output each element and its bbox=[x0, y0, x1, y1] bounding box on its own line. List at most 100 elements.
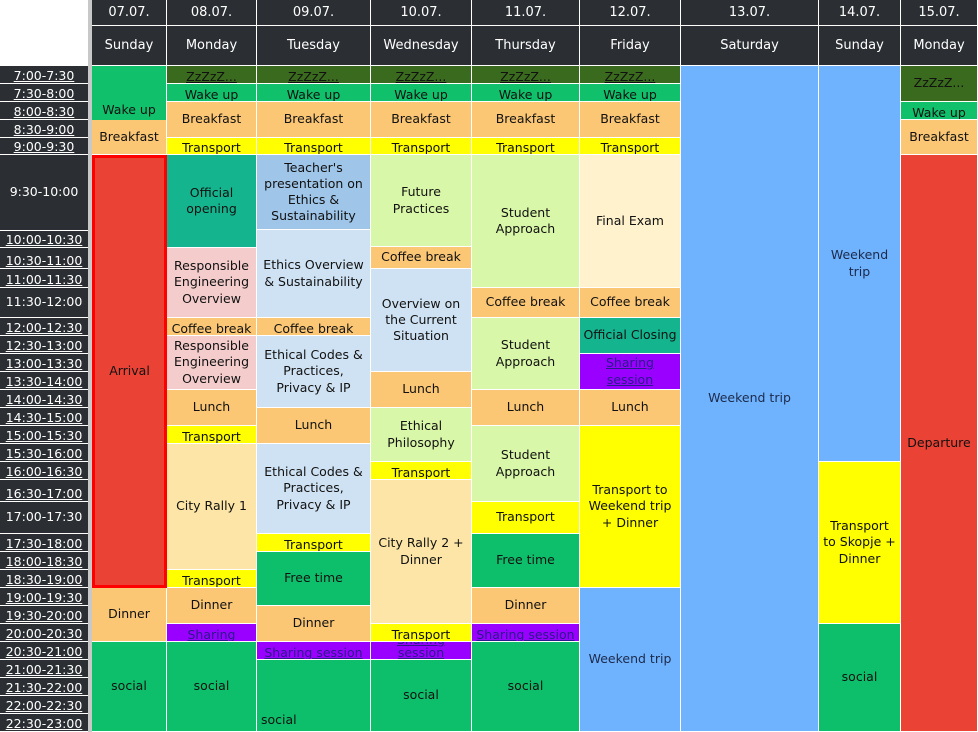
event-block[interactable]: Transport bbox=[371, 138, 472, 155]
time-slot-label: 22:30-23:00 bbox=[0, 714, 88, 732]
event-block[interactable]: Breakfast bbox=[257, 102, 371, 138]
event-block[interactable]: Free time bbox=[257, 552, 371, 606]
event-block[interactable]: Responsible Engineering Overview bbox=[167, 336, 257, 390]
event-block[interactable]: Breakfast bbox=[472, 102, 580, 138]
event-block[interactable]: Responsible Engineering Overview bbox=[167, 248, 257, 318]
event-block[interactable]: Transport bbox=[257, 534, 371, 552]
event-block[interactable]: Transport bbox=[167, 138, 257, 155]
time-slot-label: 17:30-18:00 bbox=[0, 534, 88, 552]
event-block[interactable]: Breakfast bbox=[901, 120, 978, 155]
event-block[interactable]: Wake up bbox=[371, 84, 472, 102]
time-slot-label: 13:00-13:30 bbox=[0, 354, 88, 372]
event-label: Student Approach bbox=[495, 204, 556, 236]
event-block[interactable]: Lunch bbox=[371, 372, 472, 408]
event-block[interactable]: ZzZzZ... bbox=[257, 66, 371, 84]
event-block[interactable]: Breakfast bbox=[92, 120, 167, 155]
event-block[interactable]: Student Approach bbox=[472, 426, 580, 502]
event-block[interactable]: Weekend trip bbox=[681, 66, 819, 732]
event-block[interactable]: Dinner bbox=[257, 606, 371, 642]
event-block[interactable]: Student Approach bbox=[472, 155, 580, 288]
event-label: Lunch bbox=[192, 399, 231, 415]
event-block[interactable]: Departure bbox=[901, 155, 978, 732]
event-block[interactable]: Lunch bbox=[257, 408, 371, 444]
event-block[interactable]: Transport bbox=[472, 138, 580, 155]
event-block[interactable]: Wake up bbox=[257, 84, 371, 102]
event-block[interactable]: Sharing bbox=[167, 624, 257, 642]
event-label: Dinner bbox=[190, 597, 233, 613]
event-block[interactable]: Weekend trip bbox=[580, 588, 681, 732]
event-block[interactable]: Lunch bbox=[167, 390, 257, 426]
event-block[interactable]: Lunch bbox=[472, 390, 580, 426]
event-block[interactable]: Transport bbox=[472, 502, 580, 534]
event-block[interactable]: ZzZzZ... bbox=[472, 66, 580, 84]
event-block[interactable]: Breakfast bbox=[371, 102, 472, 138]
event-block[interactable]: Sharing session bbox=[580, 354, 681, 390]
event-block[interactable]: social bbox=[371, 660, 472, 732]
event-label: Lunch bbox=[506, 399, 545, 415]
event-block[interactable]: ZzZzZ... bbox=[580, 66, 681, 84]
event-block[interactable]: Wake up bbox=[167, 84, 257, 102]
event-block[interactable]: Weekend trip bbox=[819, 66, 901, 462]
event-block[interactable]: Coffee break bbox=[472, 288, 580, 318]
event-block[interactable]: Overview on the Current Situation bbox=[371, 269, 472, 372]
event-block[interactable]: social bbox=[472, 642, 580, 732]
event-label: Coffee break bbox=[485, 294, 566, 310]
event-label: Wake up bbox=[498, 86, 553, 102]
event-block[interactable]: social bbox=[92, 642, 167, 732]
event-block[interactable]: social bbox=[819, 624, 901, 732]
event-block[interactable]: Transport bbox=[167, 570, 257, 588]
event-block[interactable]: City Rally 1 bbox=[167, 444, 257, 570]
event-block[interactable]: Coffee break bbox=[167, 318, 257, 336]
event-block[interactable]: ZzZzZ... bbox=[371, 66, 472, 84]
event-block[interactable]: Sharing session bbox=[472, 624, 580, 642]
event-block[interactable]: Transport bbox=[580, 138, 681, 155]
event-block[interactable]: Future Practices bbox=[371, 155, 472, 247]
event-block[interactable]: Coffee break bbox=[580, 288, 681, 318]
event-block[interactable]: Teacher's presentation on Ethics & Susta… bbox=[257, 155, 371, 230]
event-block[interactable]: Student Approach bbox=[472, 318, 580, 390]
event-block[interactable]: social bbox=[257, 660, 371, 732]
event-block[interactable]: Coffee break bbox=[371, 247, 472, 269]
event-block[interactable]: Wake up bbox=[580, 84, 681, 102]
event-block[interactable]: Ethical Codes & Practices, Privacy & IP bbox=[257, 336, 371, 408]
event-label: ZzZzZ... bbox=[604, 68, 656, 84]
event-label: Overview on the Current Situation bbox=[381, 295, 461, 344]
event-block[interactable]: Sharing session bbox=[257, 642, 371, 660]
event-block[interactable]: Transport to Weekend trip + Dinner bbox=[580, 426, 681, 588]
event-block[interactable]: Coffee break bbox=[257, 318, 371, 336]
event-block[interactable]: social bbox=[167, 642, 257, 732]
event-block[interactable]: Ethics Overview & Sustainability bbox=[257, 230, 371, 318]
event-block[interactable]: Lunch bbox=[580, 390, 681, 426]
event-label: Ethical Codes & Practices, Privacy & IP bbox=[264, 464, 363, 512]
event-block[interactable]: Transport bbox=[167, 426, 257, 444]
event-block[interactable]: Free time bbox=[472, 534, 580, 588]
event-block[interactable]: Official Closing bbox=[580, 318, 681, 354]
event-block[interactable]: Sharing session bbox=[371, 642, 472, 660]
event-block[interactable]: Dinner bbox=[167, 588, 257, 624]
event-block[interactable]: City Rally 2 + Dinner bbox=[371, 480, 472, 624]
event-block[interactable]: Official opening bbox=[167, 155, 257, 248]
event-block[interactable]: Dinner bbox=[472, 588, 580, 624]
event-block[interactable]: Breakfast bbox=[580, 102, 681, 138]
time-slot-label: 13:30-14:00 bbox=[0, 372, 88, 390]
corner-cell bbox=[0, 0, 88, 66]
event-block[interactable]: Wake up bbox=[901, 102, 978, 120]
event-block[interactable]: ZzZzZ... bbox=[901, 66, 978, 102]
event-block[interactable]: Ethical Philosophy bbox=[371, 408, 472, 462]
event-label: Weekend trip bbox=[588, 651, 672, 667]
event-block[interactable]: Dinner bbox=[92, 588, 167, 642]
event-block[interactable]: Transport bbox=[257, 138, 371, 155]
event-block[interactable]: ZzZzZ... bbox=[167, 66, 257, 84]
event-block[interactable]: Transport bbox=[371, 462, 472, 480]
event-block[interactable]: Breakfast bbox=[167, 102, 257, 138]
event-block[interactable]: Final Exam bbox=[580, 155, 681, 288]
header-date: 15.07. bbox=[901, 0, 978, 26]
event-block[interactable]: Transport to Skopje + Dinner bbox=[819, 462, 901, 624]
event-block[interactable]: Wake up bbox=[472, 84, 580, 102]
event-label: Responsible Engineering Overview bbox=[174, 258, 249, 306]
event-block[interactable]: Transport bbox=[371, 624, 472, 642]
event-block[interactable]: Arrival bbox=[92, 155, 167, 588]
time-slot-label: 7:00-7:30 bbox=[0, 66, 88, 84]
event-block[interactable]: Ethical Codes & Practices, Privacy & IP bbox=[257, 444, 371, 534]
